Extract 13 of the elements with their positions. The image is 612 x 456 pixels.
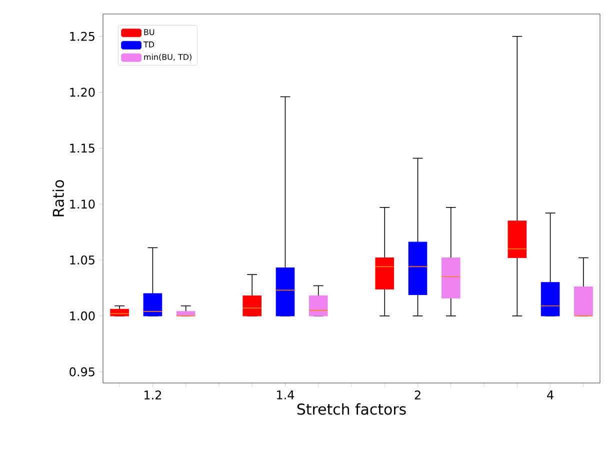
y-tick-label: 1.25 [70, 32, 94, 41]
y-tick-label: 1.00 [70, 311, 95, 320]
x-axis-title: Stretch factors [297, 403, 406, 415]
y-tick-label: 1.05 [70, 255, 94, 265]
y-tick-label: 1.10 [70, 200, 95, 209]
y-tick-label: 1.20 [70, 88, 95, 97]
x-tick-label: 1.2 [144, 390, 162, 400]
y-tick-label: 0.95 [70, 367, 94, 376]
x-tick-label: 4 [547, 390, 554, 400]
y-tick-label: 1.15 [70, 144, 94, 153]
x-tick-label: 2 [414, 390, 420, 400]
y-axis-title: Ratio [52, 180, 64, 216]
x-tick-label: 1.4 [277, 390, 294, 400]
